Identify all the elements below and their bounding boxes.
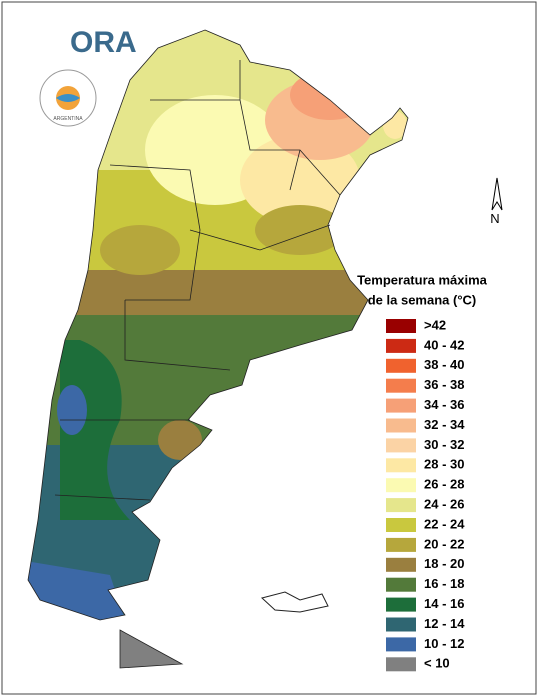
legend-swatch [386,498,416,513]
legend-label: 20 - 22 [424,536,464,551]
legend-title: Temperatura máxima [357,272,488,287]
legend-swatch [386,398,416,413]
legend-title: de la semana (°C) [368,292,477,307]
legend-swatch [386,418,416,433]
legend-swatch [386,458,416,473]
legend-label: 32 - 34 [424,417,465,432]
legend-label: 36 - 38 [424,377,464,392]
temperature-zone [255,205,345,255]
legend-label: 34 - 36 [424,397,464,412]
legend-label: 16 - 18 [424,576,464,591]
province-borders [27,29,409,621]
legend-swatch [386,537,416,552]
legend-swatch [386,637,416,652]
seal-wave [56,94,80,102]
legend-label: 22 - 24 [424,516,465,531]
legend-label: < 10 [424,656,450,671]
logo: ORA ARGENTINA [39,26,137,127]
legend-label: >42 [424,317,446,332]
malvinas [260,591,329,613]
legend-swatch [386,438,416,453]
legend-swatch [386,557,416,572]
temperature-zone [158,420,202,460]
logo-text: ORA [70,26,137,59]
temperature-zone [57,385,87,435]
legend-label: 10 - 12 [424,636,464,651]
legend-label: 18 - 20 [424,556,464,571]
legend-label: 30 - 32 [424,437,464,452]
legend-swatch [386,617,416,632]
legend-swatch [386,597,416,612]
legend-swatch [386,577,416,592]
legend-label: 28 - 30 [424,457,464,472]
temperature-zone [60,340,130,520]
tierra-del-fuego [119,629,184,669]
north-label: N [490,211,499,226]
temperature-zone [100,225,180,275]
legend-label: 14 - 16 [424,596,464,611]
legend-swatch [386,478,416,493]
seal-text: ARGENTINA [53,116,83,122]
arrow [491,177,503,211]
legend-label: 38 - 40 [424,357,464,372]
legend-swatch [386,319,416,333]
temperature-zone [28,270,408,315]
legend-label: 24 - 26 [424,497,464,512]
legend-swatch [386,657,416,672]
legend-label: 40 - 42 [424,337,464,352]
legend-swatch [386,358,416,373]
legend-swatch [386,338,416,353]
legend: Temperatura máxima de la semana (°C) >42… [357,272,488,672]
legend-swatch [386,378,416,393]
legend-label: 26 - 28 [424,477,464,492]
legend-label: 12 - 14 [424,616,465,631]
legend-swatch [386,518,416,532]
north-arrow: N [490,177,503,226]
